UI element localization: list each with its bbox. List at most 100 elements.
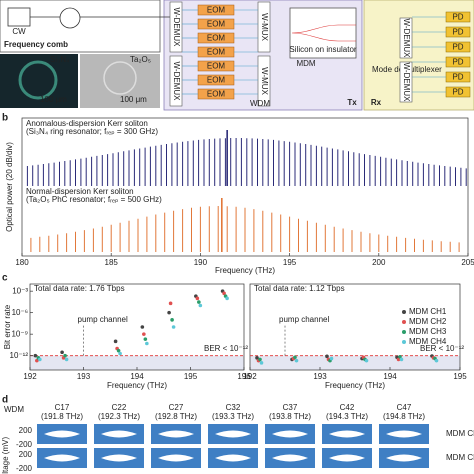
channel-freq: (194.3 THz) [326, 412, 368, 421]
ber-point [195, 296, 200, 301]
channel-name: C17 [55, 403, 70, 412]
eye-opening [158, 454, 194, 462]
soi-chip [289, 7, 357, 59]
eye-opening [101, 454, 137, 462]
legend-swatch [402, 320, 406, 324]
x-tick-label: 195 [453, 372, 467, 381]
comb-lines [30, 206, 460, 252]
ber-point [294, 358, 299, 363]
ber-point [171, 325, 176, 329]
ber-point [396, 357, 401, 362]
eye-opening [158, 430, 194, 438]
panel-label: c [2, 273, 8, 284]
ber-point [64, 357, 69, 362]
x-tick-label: 195 [283, 258, 297, 267]
legend-swatch [402, 330, 406, 334]
ber-point [168, 301, 173, 306]
label: PD [452, 73, 463, 82]
ber-point [63, 353, 67, 358]
channel-freq: (192.8 THz) [155, 412, 197, 421]
y-tick-label: -200 [16, 464, 33, 473]
label: CW [12, 27, 26, 36]
ber-point [364, 358, 369, 363]
ring [59, 7, 81, 29]
label: MDM [296, 59, 315, 68]
ber-point [143, 337, 148, 341]
label: EOM [207, 6, 226, 15]
pump-label: pump channel [78, 315, 128, 324]
ber-point [325, 354, 329, 359]
wdm-block [169, 1, 183, 53]
y-tick-label: 200 [19, 450, 33, 459]
eye-opening [101, 430, 137, 438]
eye-opening [386, 430, 422, 438]
eye-opening [329, 454, 365, 462]
x-axis-label: Frequency (THz) [325, 381, 385, 390]
ber-point [293, 355, 297, 360]
trace-detail: (Si₃N₄ ring resonator; fᵣₑₚ = 300 GHz) [26, 127, 158, 136]
y-axis-label: Optical power (20 dB/div) [5, 142, 14, 232]
channel-name: C37 [283, 403, 298, 412]
x-tick-label: 193 [313, 372, 327, 381]
legend-entry: MDM CH4 [409, 337, 447, 346]
label: Tx [347, 98, 357, 107]
trace-title: Normal-dispersion Kerr soliton [26, 187, 134, 196]
label: Ta₂O₅ [130, 55, 151, 64]
channel-freq: (192.3 THz) [98, 412, 140, 421]
ber-point [198, 303, 203, 308]
label: WDM [250, 99, 270, 108]
wdm-block [399, 17, 413, 59]
y-tick-label: 200 [19, 426, 33, 435]
legend-entry: MDM CH1 [409, 307, 447, 316]
ber-point [399, 357, 404, 362]
x-tick-label: 194 [383, 372, 397, 381]
ber-point [35, 358, 39, 363]
plot-frame [249, 283, 461, 371]
x-tick-label: 194 [130, 372, 144, 381]
legend-swatch [402, 340, 406, 344]
legend-entry: MDM CH3 [409, 327, 447, 336]
x-tick-label: 180 [15, 258, 29, 267]
ber-point [33, 353, 38, 358]
label: PD [452, 88, 463, 97]
ber-point [142, 332, 146, 336]
y-axis-label: Voltage (mV) [1, 437, 10, 474]
row-label: WDM [4, 405, 24, 414]
label: 100 μm [40, 95, 67, 104]
x-axis-label: Frequency (THz) [107, 381, 167, 390]
panel-label: d [2, 395, 8, 406]
label: EOM [207, 20, 226, 29]
ber-point [197, 300, 201, 304]
label: W-DEMUX [402, 63, 411, 103]
x-tick-label: 196 [237, 372, 251, 381]
ber-point [170, 318, 174, 322]
plot-frame [21, 117, 469, 257]
x-tick-label: 193 [77, 372, 91, 381]
label: PD [452, 28, 463, 37]
label: PD [452, 43, 463, 52]
ber-point [255, 356, 259, 360]
cw-box [7, 7, 31, 27]
channel-name: C27 [169, 403, 184, 412]
ber-point [167, 310, 171, 315]
eye-opening [44, 430, 80, 438]
plot-title: Total data rate: 1.12 Tbps [254, 284, 345, 293]
channel-name: C22 [112, 403, 127, 412]
channel-name: C47 [397, 403, 412, 412]
ring-image [18, 60, 58, 100]
label: W-MUX [260, 67, 269, 96]
label: EOM [207, 90, 226, 99]
x-tick-label: 195 [184, 372, 198, 381]
ber-point [434, 358, 439, 363]
label: W-MUX [260, 13, 269, 42]
ber-point [225, 296, 229, 301]
row-label: MDM CH 1 [446, 429, 474, 438]
threshold-label: BER < 10⁻¹² [204, 344, 248, 353]
ta2o5-image [80, 54, 160, 108]
wdm-block [257, 1, 271, 53]
y-tick-label: 10⁻¹² [10, 351, 29, 360]
label: 100 μm [120, 95, 147, 104]
channel-freq: (191.8 THz) [41, 412, 83, 421]
plot-title: Total data rate: 1.76 Tbps [34, 284, 125, 293]
y-tick-label: 10⁻⁹ [11, 329, 28, 338]
